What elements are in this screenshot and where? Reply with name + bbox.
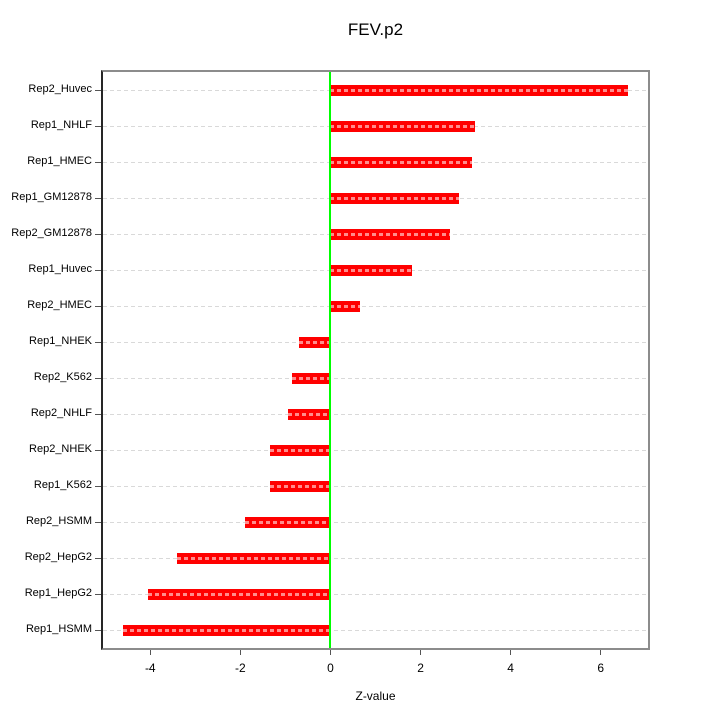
category-label: Rep2_HMEC — [27, 299, 92, 311]
category-label: Rep2_NHLF — [30, 407, 92, 419]
y-tick — [95, 629, 103, 631]
bar — [330, 228, 451, 240]
bar — [287, 408, 331, 420]
y-tick — [95, 377, 103, 379]
y-tick — [95, 89, 103, 91]
y-tick — [95, 197, 103, 199]
bar — [177, 552, 331, 564]
x-tick — [600, 648, 602, 655]
bar — [330, 192, 460, 204]
bar — [330, 84, 628, 96]
category-label: Rep1_HepG2 — [24, 587, 92, 599]
x-axis-label: Z-value — [355, 689, 396, 703]
category-label: Rep2_NHEK — [29, 443, 92, 455]
category-label: Rep2_Huvec — [28, 83, 92, 95]
x-tick-label: 0 — [327, 661, 334, 675]
y-tick — [95, 269, 103, 271]
plot-area — [95, 70, 650, 650]
y-tick — [95, 413, 103, 415]
y-tick — [95, 593, 103, 595]
bar — [330, 120, 475, 132]
category-label: Rep1_NHEK — [29, 335, 92, 347]
y-tick — [95, 125, 103, 127]
y-tick — [95, 305, 103, 307]
category-label: Rep1_GM12878 — [11, 191, 92, 203]
chart-title: FEV.p2 — [347, 20, 404, 39]
x-tick-label: -2 — [235, 661, 246, 675]
grid-line — [103, 341, 648, 343]
grid-line — [103, 377, 648, 379]
x-tick-label: 4 — [507, 661, 514, 675]
x-tick — [149, 648, 151, 655]
category-label: Rep1_HSMM — [25, 623, 92, 635]
bar — [330, 300, 360, 312]
category-label: Rep2_K562 — [33, 371, 92, 383]
category-label: Rep2_HepG2 — [24, 551, 92, 563]
category-label: Rep1_HMEC — [27, 155, 92, 167]
bar — [244, 516, 331, 528]
bar — [148, 588, 331, 600]
bar — [330, 264, 412, 276]
x-tick-label: 2 — [417, 661, 424, 675]
bar — [123, 624, 331, 636]
category-label: Rep2_HSMM — [25, 515, 92, 527]
x-tick — [329, 648, 331, 655]
category-label: Rep1_Huvec — [28, 263, 92, 275]
x-tick-label: -4 — [144, 661, 156, 675]
category-label: Rep2_GM12878 — [11, 227, 92, 239]
bar — [292, 372, 331, 384]
y-tick — [95, 161, 103, 163]
grid-line — [103, 485, 648, 487]
bar — [330, 156, 473, 168]
y-tick — [95, 485, 103, 487]
category-label: Rep1_K562 — [33, 479, 92, 491]
x-tick — [510, 648, 512, 655]
grid-line — [103, 593, 648, 595]
y-tick — [95, 557, 103, 559]
y-tick — [95, 521, 103, 523]
x-tick — [239, 648, 241, 655]
grid-line — [103, 629, 648, 631]
y-tick — [95, 341, 103, 343]
bar — [269, 480, 331, 492]
grid-line — [103, 521, 648, 523]
grid-line — [103, 413, 648, 415]
x-tick-label: 6 — [597, 661, 605, 675]
grid-line — [103, 305, 648, 307]
x-tick — [420, 648, 422, 655]
y-tick — [95, 449, 103, 451]
zero-reference-line — [329, 72, 332, 648]
category-label: Rep1_NHLF — [30, 119, 92, 131]
bar — [298, 336, 331, 348]
bar — [269, 444, 331, 456]
grid-line — [103, 449, 648, 451]
y-tick — [95, 233, 103, 235]
grid-line — [103, 557, 648, 559]
